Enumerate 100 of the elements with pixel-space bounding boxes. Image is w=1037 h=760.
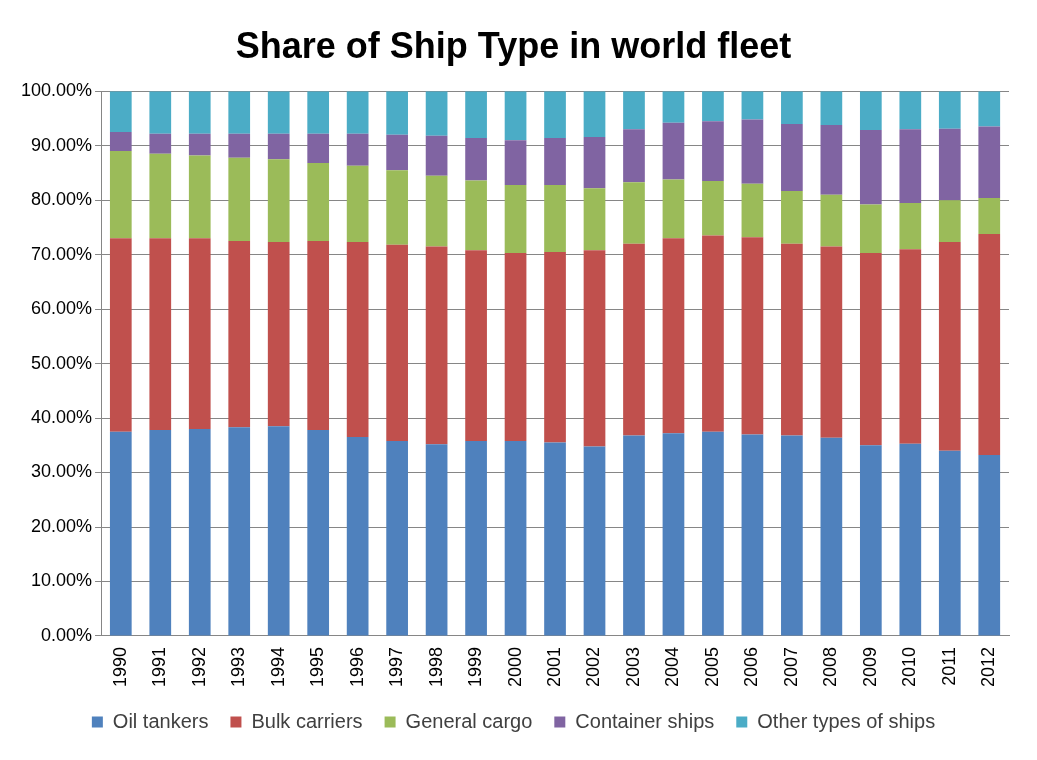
bar xyxy=(781,190,803,244)
bar xyxy=(781,435,803,636)
bar xyxy=(741,91,764,120)
bar xyxy=(583,91,606,137)
bar xyxy=(820,246,843,438)
bar xyxy=(188,155,211,239)
x-tick-label: 2000 xyxy=(504,646,525,687)
bar xyxy=(307,241,330,431)
bar xyxy=(228,427,251,636)
x-tick-label: 1999 xyxy=(465,646,486,687)
bar xyxy=(781,123,803,191)
bar xyxy=(978,233,1001,456)
bar xyxy=(346,165,369,243)
x-tick-label: 1990 xyxy=(109,646,130,687)
bar xyxy=(188,238,211,429)
bar xyxy=(346,437,369,636)
x-tick-label: 1992 xyxy=(188,646,209,687)
bar xyxy=(859,129,882,205)
bar xyxy=(228,133,251,158)
bar xyxy=(465,250,487,441)
bar xyxy=(228,241,251,428)
bar xyxy=(820,124,843,195)
bar xyxy=(859,445,882,636)
bar xyxy=(741,183,764,238)
bar xyxy=(188,133,211,156)
bar xyxy=(109,91,132,133)
legend-label: General cargo xyxy=(405,709,533,732)
bar xyxy=(859,252,882,446)
bar xyxy=(188,428,211,636)
y-tick-label: 60.00% xyxy=(31,298,93,319)
x-tick-label: 1998 xyxy=(425,646,446,687)
bar xyxy=(702,181,724,236)
bar xyxy=(702,91,724,122)
bar xyxy=(583,250,606,447)
bar xyxy=(346,133,369,166)
legend-label: Oil tankers xyxy=(112,709,209,732)
y-tick-label: 20.00% xyxy=(31,515,93,536)
bar xyxy=(109,238,132,432)
bar xyxy=(425,246,448,445)
bar xyxy=(149,91,172,134)
bar xyxy=(504,252,527,441)
bar xyxy=(504,91,527,141)
bar xyxy=(544,251,566,443)
bar xyxy=(267,426,290,636)
bar xyxy=(938,450,961,636)
bar xyxy=(583,136,606,189)
x-tick-label: 2009 xyxy=(859,646,880,687)
bar xyxy=(544,442,566,636)
x-tick-label: 1991 xyxy=(149,646,170,687)
x-tick-label: 2007 xyxy=(780,646,801,687)
bar xyxy=(978,126,1001,198)
bar xyxy=(702,235,724,432)
x-tick-label: 2012 xyxy=(978,646,999,687)
bar xyxy=(741,434,764,636)
bar xyxy=(109,151,132,239)
bar xyxy=(623,91,645,130)
bar xyxy=(938,242,961,451)
bar xyxy=(346,91,369,134)
bar xyxy=(938,200,961,243)
y-tick-label: 30.00% xyxy=(31,461,93,482)
bar xyxy=(504,140,527,185)
bar xyxy=(741,119,764,184)
bar xyxy=(228,157,251,242)
bar xyxy=(307,133,330,164)
bar xyxy=(504,440,527,636)
y-tick-label: 10.00% xyxy=(31,570,93,591)
x-tick-label: 2003 xyxy=(622,646,643,687)
bar xyxy=(465,91,487,139)
bar xyxy=(386,91,408,135)
bar xyxy=(544,138,566,185)
bar xyxy=(899,249,922,444)
bar xyxy=(583,446,606,636)
x-tick-label: 2002 xyxy=(583,646,604,687)
x-tick-label: 2004 xyxy=(662,646,683,687)
bar xyxy=(228,91,251,134)
bar xyxy=(307,91,330,134)
bar xyxy=(109,132,132,152)
y-tick-label: 80.00% xyxy=(31,189,93,210)
bar xyxy=(386,244,408,441)
bar xyxy=(504,184,527,253)
x-tick-label: 1993 xyxy=(228,646,249,687)
bar xyxy=(662,433,685,636)
legend-label: Bulk carriers xyxy=(251,709,363,732)
bar xyxy=(583,188,606,251)
bar xyxy=(544,184,566,252)
bar xyxy=(781,243,803,436)
y-tick-label: 70.00% xyxy=(31,243,93,264)
x-tick-label: 2006 xyxy=(741,646,762,687)
bar xyxy=(702,431,724,636)
y-tick-label: 100.00% xyxy=(21,80,93,101)
bar xyxy=(465,138,487,181)
legend-label: Container ships xyxy=(575,709,715,732)
bar xyxy=(899,129,922,203)
bar xyxy=(386,170,408,245)
bar xyxy=(149,133,172,154)
bar xyxy=(465,440,487,636)
x-tick-label: 1996 xyxy=(346,646,367,687)
x-tick-label: 2011 xyxy=(938,646,959,686)
bar xyxy=(623,129,645,183)
bar xyxy=(899,443,922,636)
